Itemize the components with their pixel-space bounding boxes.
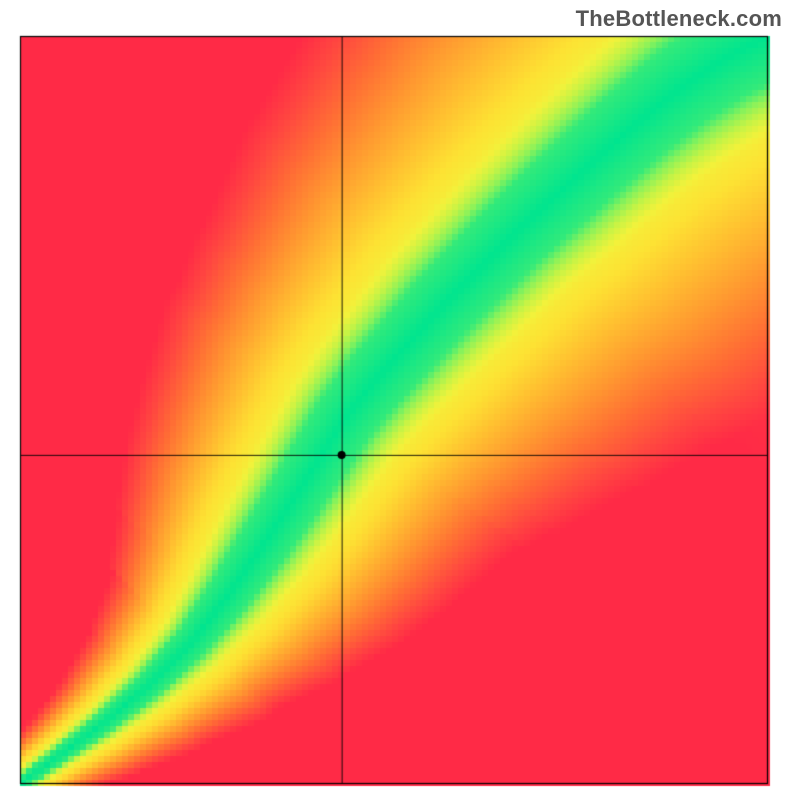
chart-container: TheBottleneck.com [0, 0, 800, 800]
bottleneck-heatmap-canvas [0, 0, 800, 800]
watermark-text: TheBottleneck.com [576, 6, 782, 32]
